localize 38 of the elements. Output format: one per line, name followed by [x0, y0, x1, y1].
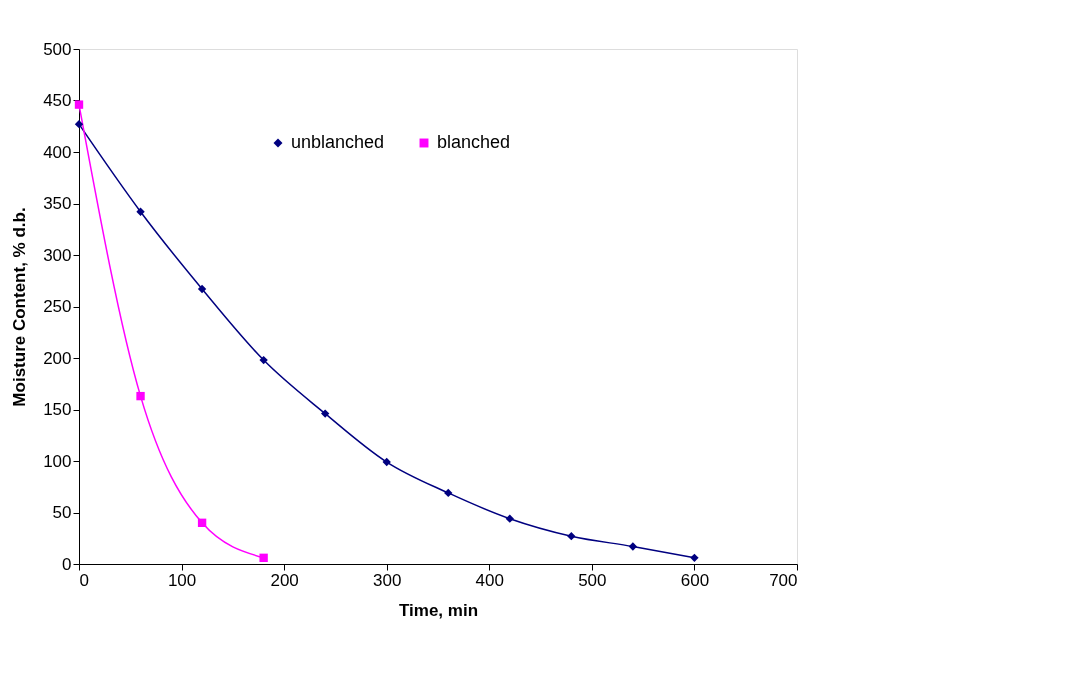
point	[259, 355, 268, 365]
x-tick-label: 500	[578, 570, 607, 590]
y-tick-label: 100	[43, 451, 72, 471]
legend-label: unblanched	[291, 132, 385, 152]
x-tick-label: 400	[475, 570, 504, 590]
point	[628, 542, 638, 551]
legend-label: blanched	[437, 132, 511, 152]
y-tick-label: 200	[43, 348, 72, 368]
point	[197, 518, 207, 527]
y-tick-label: 350	[43, 194, 72, 213]
point	[74, 120, 84, 129]
y-tick-label: 450	[43, 91, 72, 110]
point	[505, 514, 514, 523]
x-tick-label: 600	[680, 570, 710, 590]
y-axis-title: Moisture Content, % d.b.	[10, 207, 30, 407]
point	[444, 488, 453, 498]
x-tick-label: 0	[79, 570, 89, 590]
y-tick-label: 500	[43, 39, 72, 59]
point	[690, 553, 699, 562]
point	[136, 391, 145, 401]
point	[382, 457, 391, 467]
x-tick-label: 300	[373, 570, 402, 590]
point	[136, 207, 145, 216]
y-tick-label: 300	[43, 245, 72, 265]
point	[567, 532, 576, 541]
x-axis-title: Time, min	[398, 600, 479, 620]
y-tick-label: 50	[52, 503, 72, 522]
y-tick-label: 250	[43, 297, 72, 316]
point	[197, 284, 207, 294]
point	[74, 100, 84, 109]
point	[320, 409, 330, 418]
y-tick-label: 0	[62, 554, 72, 574]
y-tick-label: 150	[43, 400, 72, 419]
x-tick-label: 200	[270, 570, 299, 590]
point	[259, 553, 268, 562]
y-tick-label: 400	[43, 142, 72, 162]
x-tick-label: 700	[769, 570, 798, 590]
x-tick-label: 100	[167, 570, 197, 590]
